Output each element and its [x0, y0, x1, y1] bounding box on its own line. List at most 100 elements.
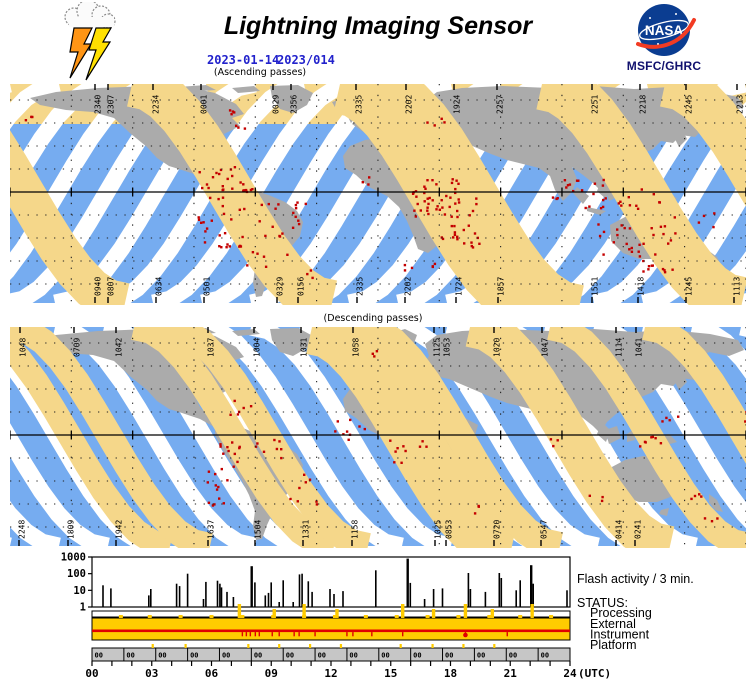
- svg-text:2335: 2335: [356, 277, 365, 296]
- svg-text:0001: 0001: [200, 95, 209, 114]
- svg-text:0547: 0547: [540, 520, 549, 539]
- nasa-swoosh: [636, 18, 696, 49]
- svg-text:1942: 1942: [115, 520, 124, 539]
- svg-text:00: 00: [254, 652, 262, 660]
- svg-text:1125: 1125: [433, 338, 442, 357]
- svg-text:00: 00: [413, 652, 421, 660]
- svg-text:0501: 0501: [203, 277, 212, 296]
- svg-text:1245: 1245: [685, 277, 694, 296]
- svg-text:00: 00: [158, 652, 166, 660]
- svg-text:1000: 1000: [61, 552, 86, 564]
- svg-text:2335: 2335: [355, 95, 364, 114]
- svg-text:0709: 0709: [73, 338, 82, 357]
- svg-text:1058: 1058: [352, 338, 361, 357]
- svg-text:1924: 1924: [453, 95, 462, 114]
- svg-text:1637: 1637: [207, 520, 216, 539]
- map-ascending-passes: 2340 2307 2234 0001 0029 2356 2335 2202 1924 2257…: [10, 84, 746, 305]
- svg-text:00: 00: [126, 652, 134, 660]
- lightning-cloud-icon: [64, 2, 116, 81]
- svg-text:10: 10: [73, 585, 86, 597]
- svg-text:12: 12: [324, 667, 337, 680]
- svg-text:00: 00: [509, 652, 517, 660]
- date-iso: 2023-01-14: [207, 53, 280, 67]
- svg-text:00: 00: [190, 652, 198, 660]
- svg-text:0720: 0720: [493, 520, 502, 539]
- svg-text:09: 09: [265, 667, 278, 680]
- svg-text:1004: 1004: [253, 338, 262, 357]
- svg-text:0156: 0156: [297, 277, 306, 296]
- svg-text:0853: 0853: [445, 520, 454, 539]
- svg-text:1551: 1551: [591, 277, 600, 296]
- page-title: Lightning Imaging Sensor: [223, 12, 533, 40]
- svg-text:18: 18: [444, 667, 457, 680]
- svg-text:2307: 2307: [107, 95, 116, 114]
- svg-text:2251: 2251: [591, 95, 600, 114]
- status-row-platform: Platform: [590, 638, 637, 652]
- svg-text:15: 15: [384, 667, 397, 680]
- svg-text:00: 00: [541, 652, 549, 660]
- date-day-of-year: 2023/014: [277, 53, 335, 67]
- svg-text:1809: 1809: [67, 520, 76, 539]
- descending-caption: (Descending passes): [323, 313, 423, 324]
- svg-text:(UTC): (UTC): [578, 667, 611, 680]
- svg-text:100: 100: [67, 568, 86, 580]
- svg-text:1331: 1331: [302, 520, 311, 539]
- svg-text:2234: 2234: [152, 95, 161, 114]
- map-descending-passes: 1048 0709 1042 1037 1004 1031 1058 1125 1053 1020…: [10, 327, 746, 548]
- svg-text:1418: 1418: [637, 277, 646, 296]
- svg-text:2202: 2202: [404, 277, 413, 296]
- svg-text:0940: 0940: [94, 277, 103, 296]
- svg-text:1113: 1113: [733, 277, 742, 296]
- status-row-external: External: [590, 617, 636, 631]
- svg-text:2356: 2356: [290, 95, 299, 114]
- svg-text:1042: 1042: [115, 338, 124, 357]
- svg-text:1041: 1041: [635, 338, 644, 357]
- svg-text:1: 1: [80, 602, 86, 614]
- svg-text:0029: 0029: [272, 95, 281, 114]
- svg-text:1724: 1724: [455, 277, 464, 296]
- svg-text:0807: 0807: [107, 277, 116, 296]
- status-heading: STATUS:: [577, 596, 628, 610]
- svg-text:1047: 1047: [541, 338, 550, 357]
- status-row-instrument: Instrument: [590, 628, 650, 642]
- svg-text:1158: 1158: [351, 520, 360, 539]
- svg-text:00: 00: [349, 652, 357, 660]
- svg-text:2340: 2340: [94, 95, 103, 114]
- svg-text:0414: 0414: [615, 520, 624, 539]
- orbit-ring: [639, 19, 689, 41]
- svg-text:2248: 2248: [18, 520, 27, 539]
- svg-text:1114: 1114: [615, 338, 624, 357]
- svg-text:00: 00: [95, 652, 103, 660]
- svg-text:1053: 1053: [443, 338, 452, 357]
- svg-text:00: 00: [318, 652, 326, 660]
- svg-text:24: 24: [563, 667, 577, 680]
- svg-text:1048: 1048: [19, 338, 28, 357]
- status-row-processing: Processing: [590, 606, 652, 620]
- svg-text:1037: 1037: [207, 338, 216, 357]
- svg-text:1857: 1857: [497, 277, 506, 296]
- nasa-logo: NASA: [636, 4, 696, 56]
- svg-text:2245: 2245: [685, 95, 694, 114]
- svg-text:2213: 2213: [736, 95, 745, 114]
- svg-text:00: 00: [222, 652, 230, 660]
- svg-text:2218: 2218: [639, 95, 648, 114]
- svg-text:1025: 1025: [434, 520, 443, 539]
- svg-text:00: 00: [85, 667, 98, 680]
- svg-text:00: 00: [381, 652, 389, 660]
- svg-text:03: 03: [145, 667, 158, 680]
- svg-text:21: 21: [504, 667, 518, 680]
- org-label: MSFC/GHRC: [626, 59, 702, 73]
- svg-text:1031: 1031: [300, 338, 309, 357]
- svg-text:0241: 0241: [634, 520, 643, 539]
- svg-text:1504: 1504: [254, 520, 263, 539]
- svg-text:06: 06: [205, 667, 219, 680]
- svg-text:2257: 2257: [496, 95, 505, 114]
- svg-text:00: 00: [286, 652, 294, 660]
- svg-text:2202: 2202: [405, 95, 414, 114]
- svg-text:00: 00: [477, 652, 485, 660]
- svg-text:0634: 0634: [155, 277, 164, 296]
- ascending-caption: (Ascending passes): [213, 67, 307, 78]
- svg-text:0329: 0329: [276, 277, 285, 296]
- bolt-orange: [69, 27, 93, 79]
